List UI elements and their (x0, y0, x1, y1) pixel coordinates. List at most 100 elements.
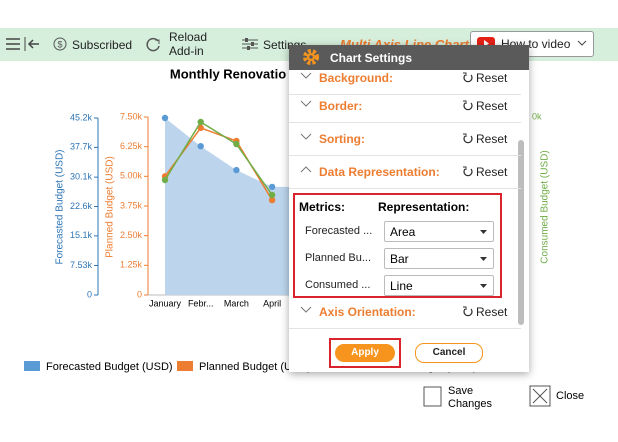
x-tick-label: Febr... (188, 298, 214, 308)
x-tick-label: January (149, 298, 182, 308)
y-axis-title: Forecasted Budget (USD) (55, 149, 66, 264)
point (197, 124, 204, 132)
save-button[interactable]: Save Changes (448, 385, 492, 411)
apply-button[interactable]: Apply (335, 344, 395, 362)
chart-title: Monthly Renovatio (170, 66, 286, 81)
apply-highlight: Apply (329, 338, 401, 368)
representation-select[interactable]: Line (384, 275, 494, 296)
metric-label: Planned Bu... (305, 252, 372, 264)
section-label: Sorting: (319, 132, 365, 146)
reset-icon (463, 72, 473, 83)
tick-label: 5.00k (120, 171, 143, 181)
line (164, 120, 273, 196)
svg-text:$: $ (57, 40, 62, 50)
dialog-header: Chart Settings (289, 45, 529, 70)
dropdown-icon (577, 40, 587, 46)
settings-section[interactable]: Border: Reset (289, 89, 521, 123)
point (161, 114, 169, 122)
select-value: Area (390, 225, 416, 239)
area (165, 118, 300, 295)
tick-label: 1.25k (120, 260, 143, 270)
settings-dialog: Chart Settings Metrics: Representation: … (289, 45, 529, 372)
legend-label: Planned Budget (USD) (199, 361, 311, 373)
point (268, 191, 276, 199)
reset-button[interactable]: Reset (476, 305, 508, 319)
close-icon[interactable] (529, 385, 551, 407)
dialog-title: Chart Settings (330, 51, 413, 65)
point (197, 118, 204, 126)
reload-text: Reload (169, 30, 208, 44)
dropdown-icon (480, 257, 487, 261)
tick-label: 3.75k (120, 200, 143, 210)
section-label: Background: (319, 71, 394, 85)
legend-swatch (24, 361, 40, 371)
tick-label: 7.50k (120, 111, 143, 121)
close-icon-line (532, 388, 548, 404)
reload-button[interactable]: Reload Add-in (169, 30, 207, 58)
reset-icon (463, 100, 473, 111)
chevron-icon (300, 100, 312, 107)
dropdown-icon (480, 284, 487, 288)
settings-icon (242, 38, 258, 50)
scrollbar[interactable] (518, 140, 524, 325)
y2-tick-label: 0k (532, 111, 542, 121)
reload-text: Add-in (169, 44, 204, 58)
close-button[interactable]: Close (556, 390, 585, 402)
menu-icons[interactable] (5, 36, 41, 52)
tick-label: 15.1k (70, 230, 93, 240)
section-label: Axis Orientation: (319, 305, 416, 319)
subscribed-icon: $ (53, 37, 67, 51)
tick-label: 7.53k (70, 260, 93, 270)
x-tick-label: April (263, 298, 281, 308)
save-icon[interactable] (423, 386, 442, 407)
gear-icon (303, 49, 319, 65)
tick-label: 45.2k (70, 112, 93, 122)
metric-label: Forecasted ... (305, 225, 373, 237)
reset-button[interactable]: Reset (476, 165, 508, 179)
settings-section[interactable]: Sorting: Reset (289, 122, 521, 156)
cancel-button[interactable]: Cancel (415, 343, 483, 363)
representation-header: Representation: (378, 200, 470, 214)
reset-button[interactable]: Reset (476, 132, 508, 146)
tick-label: 6.25k (120, 141, 143, 151)
tick-label: 2.50k (120, 230, 143, 240)
legend-swatch (177, 361, 193, 371)
point (233, 166, 240, 174)
chevron-icon (300, 133, 312, 140)
chevron-icon (300, 166, 312, 173)
y3-axis-title: Planned Budget (USD) (105, 156, 116, 258)
settings-section[interactable]: Axis Orientation: Reset (289, 295, 521, 329)
metric-label: Consumed ... (305, 279, 371, 291)
point (268, 196, 276, 204)
reset-icon (463, 166, 473, 177)
save-text: Save (448, 385, 474, 397)
reset-button[interactable]: Reset (476, 99, 508, 113)
section-label: Border: (319, 99, 363, 113)
reload-icon (146, 37, 160, 52)
save-text: Changes (448, 398, 493, 410)
dropdown-icon (480, 230, 487, 234)
subscribed-button[interactable]: Subscribed (72, 38, 133, 52)
settings-section[interactable]: Background: Reset (289, 61, 521, 95)
point (161, 176, 169, 184)
reset-button[interactable]: Reset (476, 71, 508, 85)
chevron-icon (300, 72, 312, 79)
reset-icon (463, 306, 473, 317)
chevron-icon (300, 306, 312, 313)
settings-section[interactable]: Data Representation: Reset (289, 155, 521, 189)
tick-label: 37.7k (70, 142, 93, 152)
legend-label: Forecasted Budget (USD) (46, 361, 173, 373)
metrics-header: Metrics: (299, 200, 346, 214)
representation-select[interactable]: Area (384, 221, 494, 242)
y2-axis-title: Consumed Budget (USD) (540, 150, 551, 263)
x-tick-label: March (224, 298, 249, 308)
point (268, 183, 276, 191)
tick-label: 30.1k (70, 172, 93, 182)
select-value: Bar (390, 252, 409, 266)
representation-box: Metrics: Representation: Forecasted ... A… (293, 193, 502, 298)
representation-select[interactable]: Bar (384, 248, 494, 269)
reset-icon (463, 133, 473, 144)
select-value: Line (390, 279, 413, 293)
